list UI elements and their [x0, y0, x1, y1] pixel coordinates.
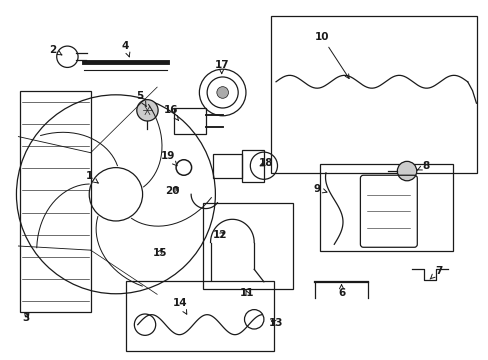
Text: 19: 19 [161, 151, 177, 166]
Text: 13: 13 [268, 318, 283, 328]
Bar [319, 164, 452, 251]
Text: 12: 12 [213, 230, 227, 240]
Text: 18: 18 [259, 158, 273, 168]
Text: 6: 6 [337, 284, 345, 297]
Text: 17: 17 [214, 60, 228, 73]
Bar [213, 154, 242, 178]
Text: 8: 8 [417, 161, 429, 171]
Bar [271, 16, 476, 173]
Bar [203, 203, 292, 289]
Text: 7: 7 [429, 266, 441, 279]
Circle shape [137, 100, 158, 121]
Text: 16: 16 [163, 105, 178, 121]
Text: 11: 11 [239, 288, 254, 297]
Text: 9: 9 [313, 184, 326, 194]
Bar [20, 91, 90, 312]
Bar [125, 281, 273, 351]
Circle shape [216, 87, 228, 98]
Text: 20: 20 [165, 186, 180, 196]
Text: 3: 3 [22, 312, 30, 323]
Text: 1: 1 [85, 171, 98, 183]
Bar [174, 108, 205, 134]
Circle shape [397, 161, 416, 181]
Text: 14: 14 [173, 298, 187, 314]
Text: 15: 15 [152, 248, 166, 258]
Text: 4: 4 [122, 41, 130, 57]
Text: 10: 10 [314, 32, 348, 78]
Text: 2: 2 [49, 45, 62, 55]
Text: 5: 5 [136, 91, 146, 106]
Bar [242, 150, 264, 182]
